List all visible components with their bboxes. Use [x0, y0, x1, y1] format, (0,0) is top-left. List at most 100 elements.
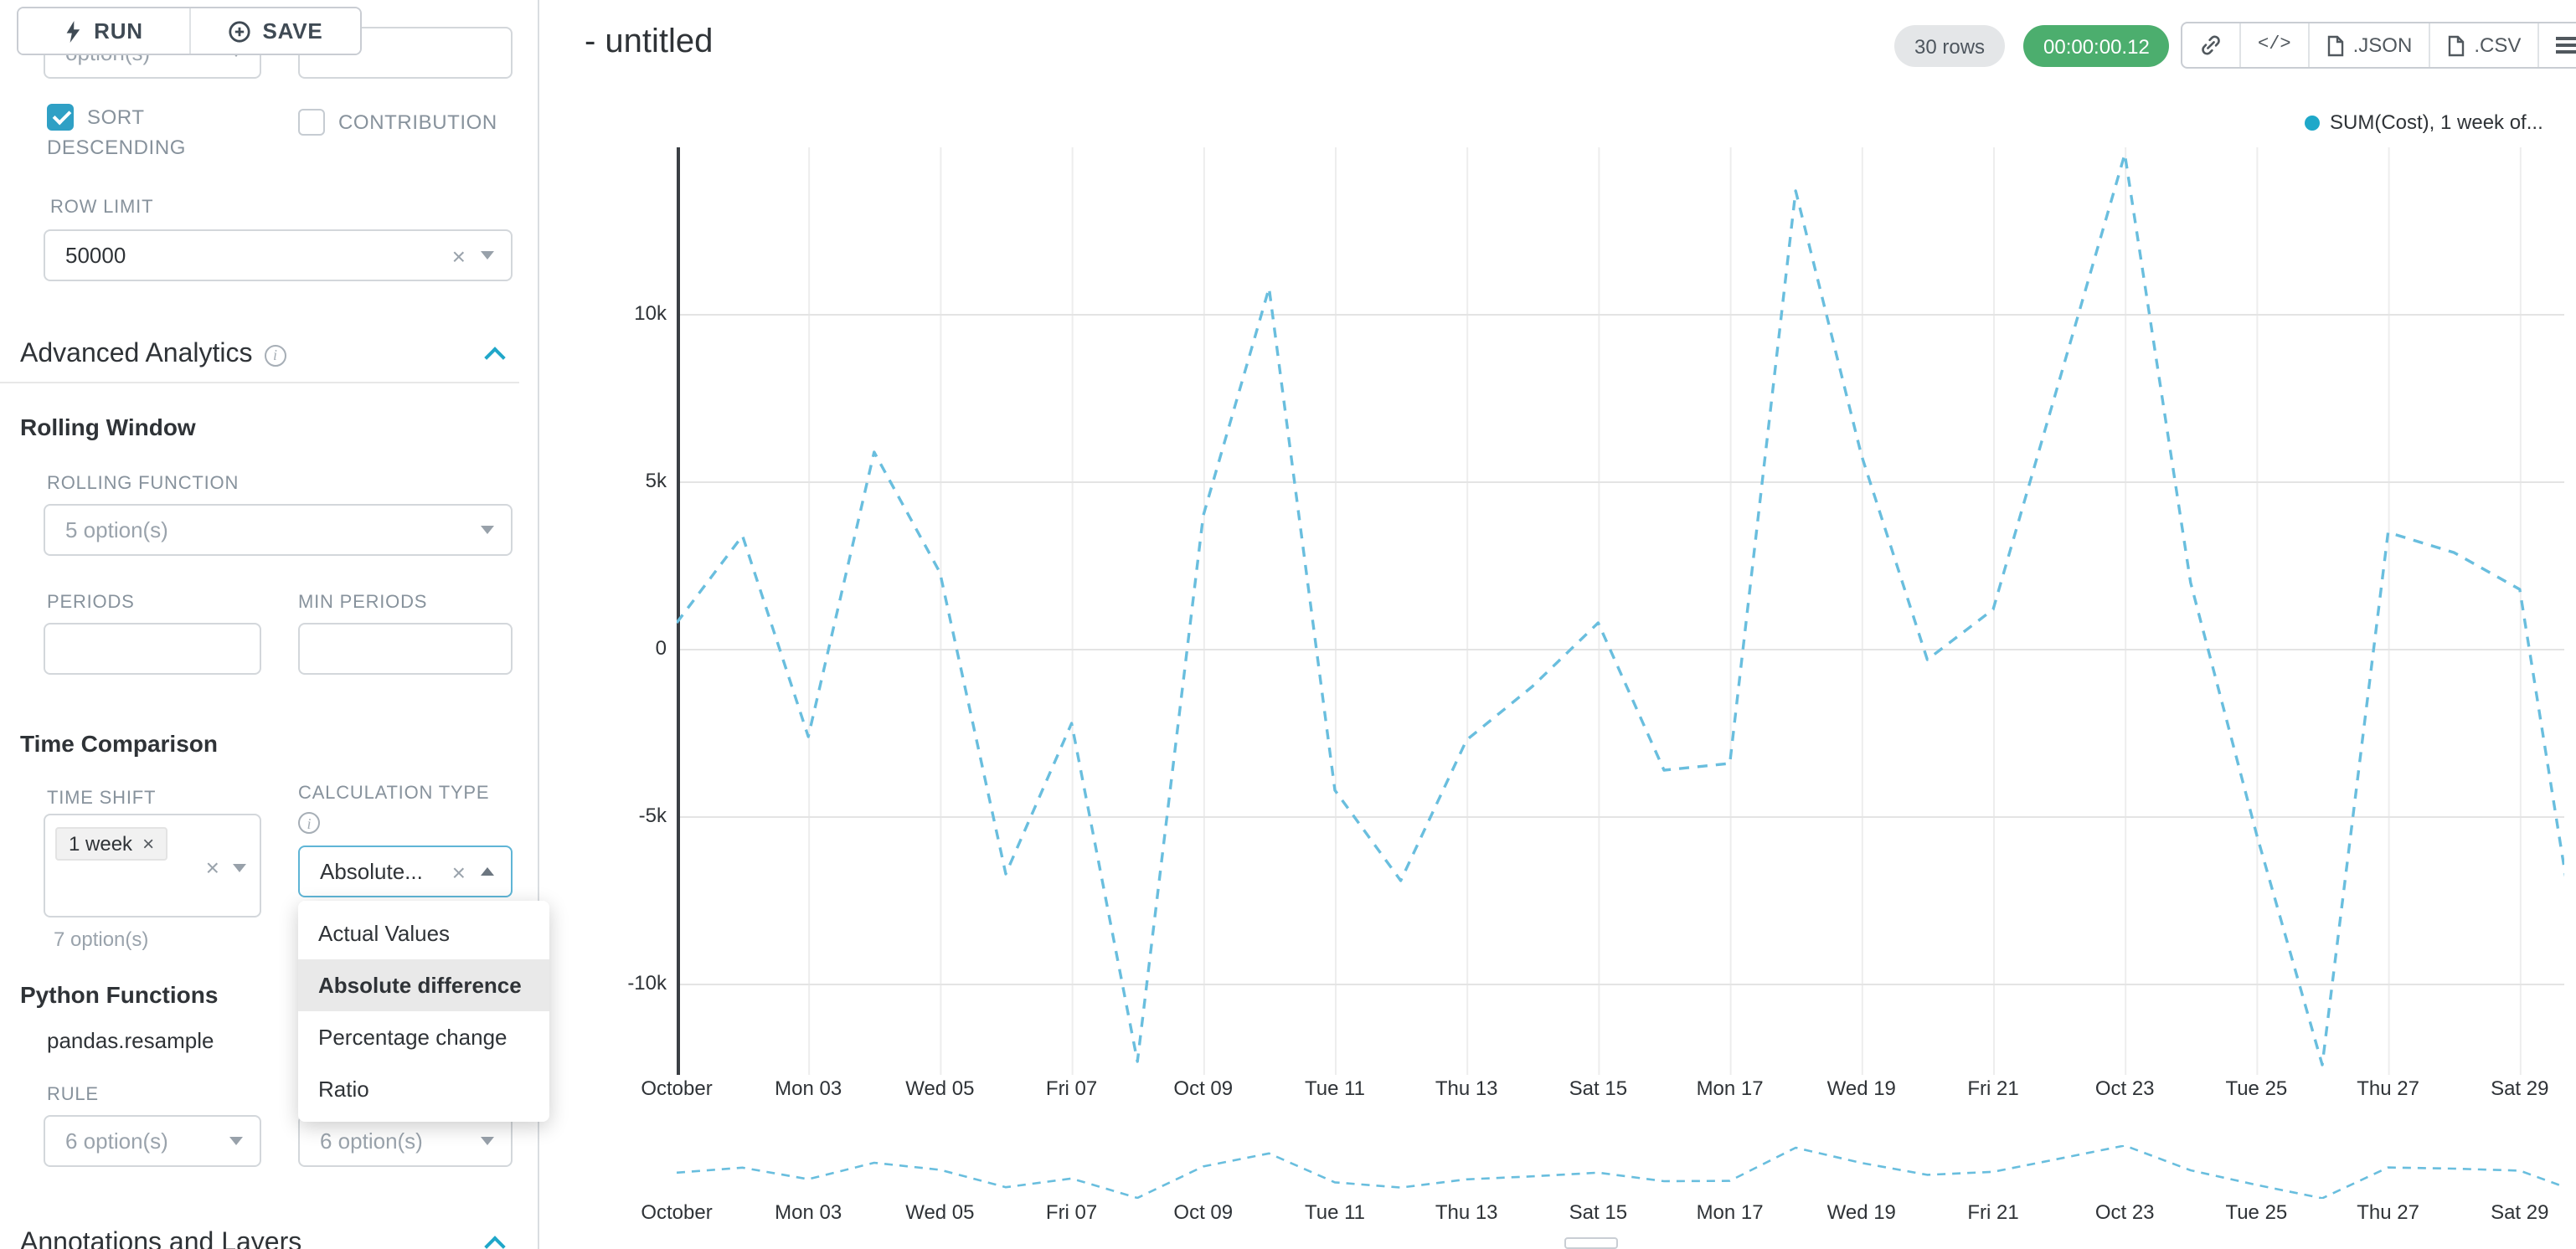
export-json-label: .JSON	[2352, 33, 2413, 57]
chart-title: - untitled	[585, 23, 714, 60]
advanced-analytics-header[interactable]: Advanced Analytics	[20, 340, 286, 370]
brush-handle[interactable]	[1564, 1237, 1618, 1249]
x-axis-labels: October Mon 03 Wed 05 Fri 07 Oct 09 Tue 11 Thu…	[641, 1077, 2569, 1103]
x-tick-label: Thu 27	[2357, 1200, 2419, 1224]
embed-code-button[interactable]: </>	[2239, 23, 2308, 67]
y-tick-label: -10k	[627, 971, 667, 995]
x-tick-label: Mon 17	[1696, 1077, 1764, 1100]
chevron-down-icon	[233, 863, 246, 871]
annotations-header[interactable]: Annotations and Layers	[20, 1229, 301, 1249]
y-tick-label: 10k	[634, 301, 667, 325]
row-limit-value: 50000	[65, 243, 126, 268]
x-tick-label: Sat 29	[2491, 1200, 2549, 1224]
x-tick-label: Tue 11	[1304, 1200, 1366, 1224]
y-tick-label: 5k	[645, 469, 667, 492]
x-tick-label: Wed 19	[1826, 1077, 1896, 1100]
x-tick-label: Oct 09	[1173, 1077, 1234, 1100]
export-json-button[interactable]: .JSON	[2307, 23, 2429, 67]
contribution-control: CONTRIBUTION	[298, 107, 533, 137]
calculation-type-value: Absolute...	[320, 859, 423, 884]
export-csv-label: .CSV	[2474, 33, 2522, 57]
sort-descending-checkbox[interactable]	[47, 104, 74, 131]
info-icon	[264, 344, 286, 366]
clear-icon[interactable]: ×	[451, 242, 466, 269]
min-periods-input[interactable]	[298, 623, 513, 675]
calculation-type-select[interactable]: Absolute... ×	[298, 846, 513, 897]
row-limit-select[interactable]: 50000 ×	[44, 229, 513, 281]
legend[interactable]: SUM(Cost), 1 week of...	[2305, 111, 2543, 134]
time-shift-label: TIME SHIFT	[47, 789, 157, 809]
x-tick-label: Oct 09	[1173, 1200, 1234, 1224]
rule-label: RULE	[47, 1085, 99, 1105]
menu-option[interactable]: Ratio	[318, 1077, 369, 1102]
sort-descending-label: SORT DESCENDING	[47, 105, 187, 159]
y-tick-label: -5k	[638, 804, 667, 827]
rolling-function-label: ROLLING FUNCTION	[47, 474, 240, 494]
time-comparison-title: Time Comparison	[20, 730, 218, 757]
calculation-type-label: CALCULATION TYPE	[298, 784, 490, 804]
tag-close-icon[interactable]: ×	[142, 832, 155, 856]
chevron-down-icon	[229, 1137, 243, 1145]
menu-option[interactable]: Percentage change	[318, 1025, 507, 1050]
copy-link-button[interactable]	[2182, 23, 2239, 67]
resample-method-select[interactable]: 6 option(s)	[298, 1115, 513, 1167]
rule-select[interactable]: 6 option(s)	[44, 1115, 261, 1167]
rolling-window-title: Rolling Window	[20, 414, 196, 440]
x-tick-label: Mon 03	[775, 1200, 842, 1224]
x-tick-label: Mon 03	[775, 1077, 842, 1100]
save-button[interactable]: SAVE	[190, 8, 360, 54]
time-shift-tag-label: 1 week	[69, 832, 133, 856]
run-button[interactable]: RUN	[18, 8, 190, 54]
rolling-function-value: 5 option(s)	[65, 517, 168, 542]
x-tick-label: Sat 29	[2491, 1077, 2549, 1100]
x-tick-label: Tue 25	[2225, 1077, 2288, 1100]
legend-label: SUM(Cost), 1 week of...	[2330, 111, 2543, 134]
file-icon	[2327, 34, 2343, 56]
info-icon	[298, 812, 320, 834]
rows-badge: 30 rows	[1894, 25, 2006, 67]
file-icon	[2449, 34, 2465, 56]
x-tick-label: Sat 15	[1569, 1200, 1628, 1224]
advanced-analytics-title: Advanced Analytics	[20, 340, 253, 368]
row-limit-label: ROW LIMIT	[50, 198, 154, 218]
y-axis-labels: 10k 5k 0 -5k -10k	[590, 147, 667, 1075]
annotations-title: Annotations and Layers	[20, 1229, 302, 1249]
periods-input[interactable]	[44, 623, 261, 675]
hamburger-icon	[2556, 37, 2576, 54]
x-tick-label: Sat 15	[1569, 1077, 1628, 1100]
contribution-checkbox[interactable]	[298, 109, 325, 136]
overview-mini-chart[interactable]	[677, 1145, 2564, 1199]
link-icon	[2202, 35, 2220, 55]
clear-icon[interactable]: ×	[205, 854, 219, 881]
x-tick-label: Mon 17	[1696, 1200, 1764, 1224]
collapse-chevron-up-icon[interactable]	[484, 347, 506, 368]
rule-value: 6 option(s)	[65, 1128, 168, 1154]
plus-circle-icon	[228, 20, 250, 42]
x-tick-label: Fri 21	[1967, 1200, 2019, 1224]
time-shift-select[interactable]: 1 week × ×	[44, 814, 261, 917]
lightning-icon	[66, 20, 80, 42]
clear-icon[interactable]: ×	[451, 858, 466, 885]
export-csv-button[interactable]: .CSV	[2429, 23, 2537, 67]
chevron-down-icon	[481, 251, 494, 260]
save-button-label: SAVE	[262, 18, 323, 44]
contribution-label: CONTRIBUTION	[338, 111, 497, 134]
legend-dot	[2305, 115, 2320, 130]
x-tick-label: Oct 23	[2094, 1077, 2155, 1100]
y-tick-label: 0	[655, 636, 667, 660]
control-panel: option(s) RUN SAVE SORT DESCENDING CONTR…	[0, 0, 549, 1249]
collapse-chevron-up-icon[interactable]	[484, 1236, 506, 1249]
export-toolbar: </> .JSON .CSV	[2181, 22, 2576, 69]
x-tick-label: October	[641, 1077, 713, 1100]
x-tick-label: Fri 07	[1045, 1077, 1098, 1100]
menu-option[interactable]: Absolute difference	[298, 959, 549, 1011]
main-chart[interactable]	[677, 147, 2564, 1075]
rolling-function-select[interactable]: 5 option(s)	[44, 504, 513, 556]
menu-option[interactable]: Actual Values	[318, 921, 451, 946]
chevron-down-icon	[481, 526, 494, 534]
time-shift-tag: 1 week ×	[55, 827, 168, 861]
run-save-toolbar: RUN SAVE	[17, 7, 362, 55]
more-menu-button[interactable]	[2537, 23, 2576, 67]
x-tick-label: Thu 13	[1435, 1077, 1498, 1100]
chevron-down-icon	[481, 1137, 494, 1145]
